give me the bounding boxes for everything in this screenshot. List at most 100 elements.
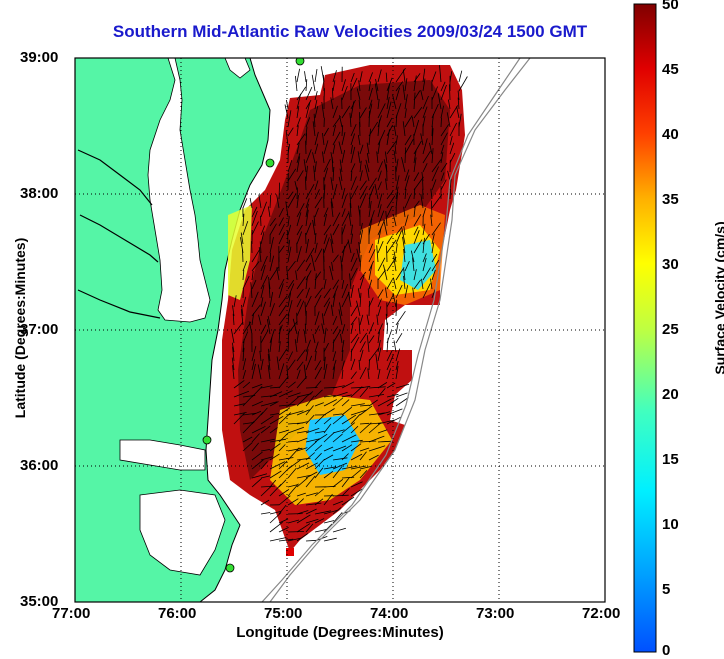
velocity-arrow [323, 432, 335, 443]
velocity-arrow [347, 239, 352, 254]
velocity-arrow [368, 454, 379, 461]
velocity-arrow [350, 257, 358, 272]
velocity-arrow [377, 204, 382, 218]
velocity-arrow [350, 171, 353, 182]
velocity-arrow [386, 245, 388, 263]
velocity-arrow [393, 251, 397, 263]
velocity-arrow [341, 132, 346, 146]
bathymetry-contour-2 [261, 58, 521, 602]
velocity-arrow [395, 114, 398, 128]
velocity-arrow [332, 507, 342, 515]
velocity-arrow [431, 159, 442, 173]
velocity-arrow [341, 240, 350, 254]
velocity-arrow [332, 500, 344, 506]
colorbar-tick-label: 40 [662, 126, 679, 143]
velocity-arrow [422, 237, 425, 254]
velocity-arrow [312, 333, 316, 344]
velocity-arrow [359, 193, 367, 209]
velocity-arrow [341, 245, 346, 263]
x-tick-label: 73:00 [476, 605, 515, 622]
velocity-arrow [341, 283, 349, 299]
velocity-arrow [359, 387, 369, 398]
velocity-arrow [338, 176, 343, 191]
velocity-arrow [440, 124, 450, 137]
velocity-arrow [269, 303, 275, 317]
velocity-arrow [278, 278, 285, 290]
velocity-arrow [278, 466, 291, 479]
velocity-arrow [341, 149, 346, 164]
velocity-arrow [305, 539, 317, 542]
river-potomac [77, 149, 153, 206]
velocity-arrow [296, 498, 304, 506]
velocity-arrow [422, 68, 426, 83]
velocity-arrow [260, 485, 272, 497]
velocity-arrow [287, 239, 291, 254]
velocity-arrow [331, 157, 334, 173]
velocity-arrow [377, 340, 381, 353]
velocity-arrow [323, 327, 327, 344]
velocity-arrow [292, 318, 298, 335]
velocity-arrow [368, 435, 385, 443]
velocity-arrow [341, 488, 350, 497]
velocity-arrow [323, 184, 326, 200]
velocity-arrow [269, 427, 278, 434]
velocity-arrow [374, 183, 379, 200]
velocity-arrow [251, 400, 263, 407]
velocity-arrow [296, 300, 305, 317]
velocity-arrow [332, 445, 347, 452]
velocity-arrow [278, 348, 288, 362]
velocity-arrow [395, 299, 398, 317]
velocity-arrow [350, 469, 361, 479]
velocity-arrow [395, 230, 402, 245]
velocity-arrow [386, 117, 393, 128]
velocity-arrow [287, 359, 296, 371]
y-tick-label: 37:00 [20, 321, 59, 338]
y-tick-label: 39:00 [20, 49, 59, 66]
velocity-arrow [350, 285, 354, 299]
velocity-arrow [350, 323, 354, 335]
velocity-arrow [296, 245, 302, 263]
velocity-arrow [314, 498, 324, 506]
velocity-arrow [420, 133, 424, 146]
velocity-arrow [359, 314, 364, 326]
velocity-arrow [401, 157, 406, 173]
velocity-arrow [359, 367, 367, 380]
velocity-arrow [314, 242, 318, 254]
velocity-arrow [251, 425, 266, 434]
velocity-arrow [305, 209, 309, 227]
velocity-arrow [422, 257, 427, 272]
velocity-arrow [296, 195, 299, 209]
velocity-arrow [413, 157, 417, 173]
velocity-arrow [276, 267, 280, 281]
velocity-arrow [358, 80, 361, 92]
velocity-arrow [278, 326, 281, 344]
velocity-arrow [377, 119, 380, 137]
velocity-arrow [402, 69, 406, 83]
velocity-arrow [332, 254, 339, 263]
velocity-arrow [404, 194, 412, 209]
velocity-arrow [366, 142, 370, 155]
velocity-arrow [413, 205, 416, 218]
velocity-arrow [377, 69, 382, 83]
velocity-arrow [332, 527, 347, 533]
colorbar [633, 3, 657, 653]
velocity-arrow [323, 466, 337, 470]
velocity-arrow [413, 75, 417, 92]
velocity-arrow [314, 325, 320, 335]
velocity-arrow [323, 234, 328, 245]
velocity-arrow [242, 422, 255, 425]
velocity-arrow [332, 413, 343, 416]
velocity-arrow [412, 257, 415, 272]
velocity-arrow [341, 339, 345, 353]
velocity-arrow [404, 108, 407, 119]
colorbar-tick-label: 35 [662, 191, 679, 208]
velocity-arrow [359, 71, 363, 83]
velocity-arrow [341, 406, 353, 416]
velocity-arrow [323, 158, 331, 173]
velocity-arrow [395, 226, 403, 236]
velocity-arrow [260, 401, 278, 407]
velocity-arrow [305, 440, 318, 452]
velocity-arrow [287, 193, 297, 209]
velocity-arrow [350, 336, 360, 353]
velocity-arrow [393, 214, 397, 227]
